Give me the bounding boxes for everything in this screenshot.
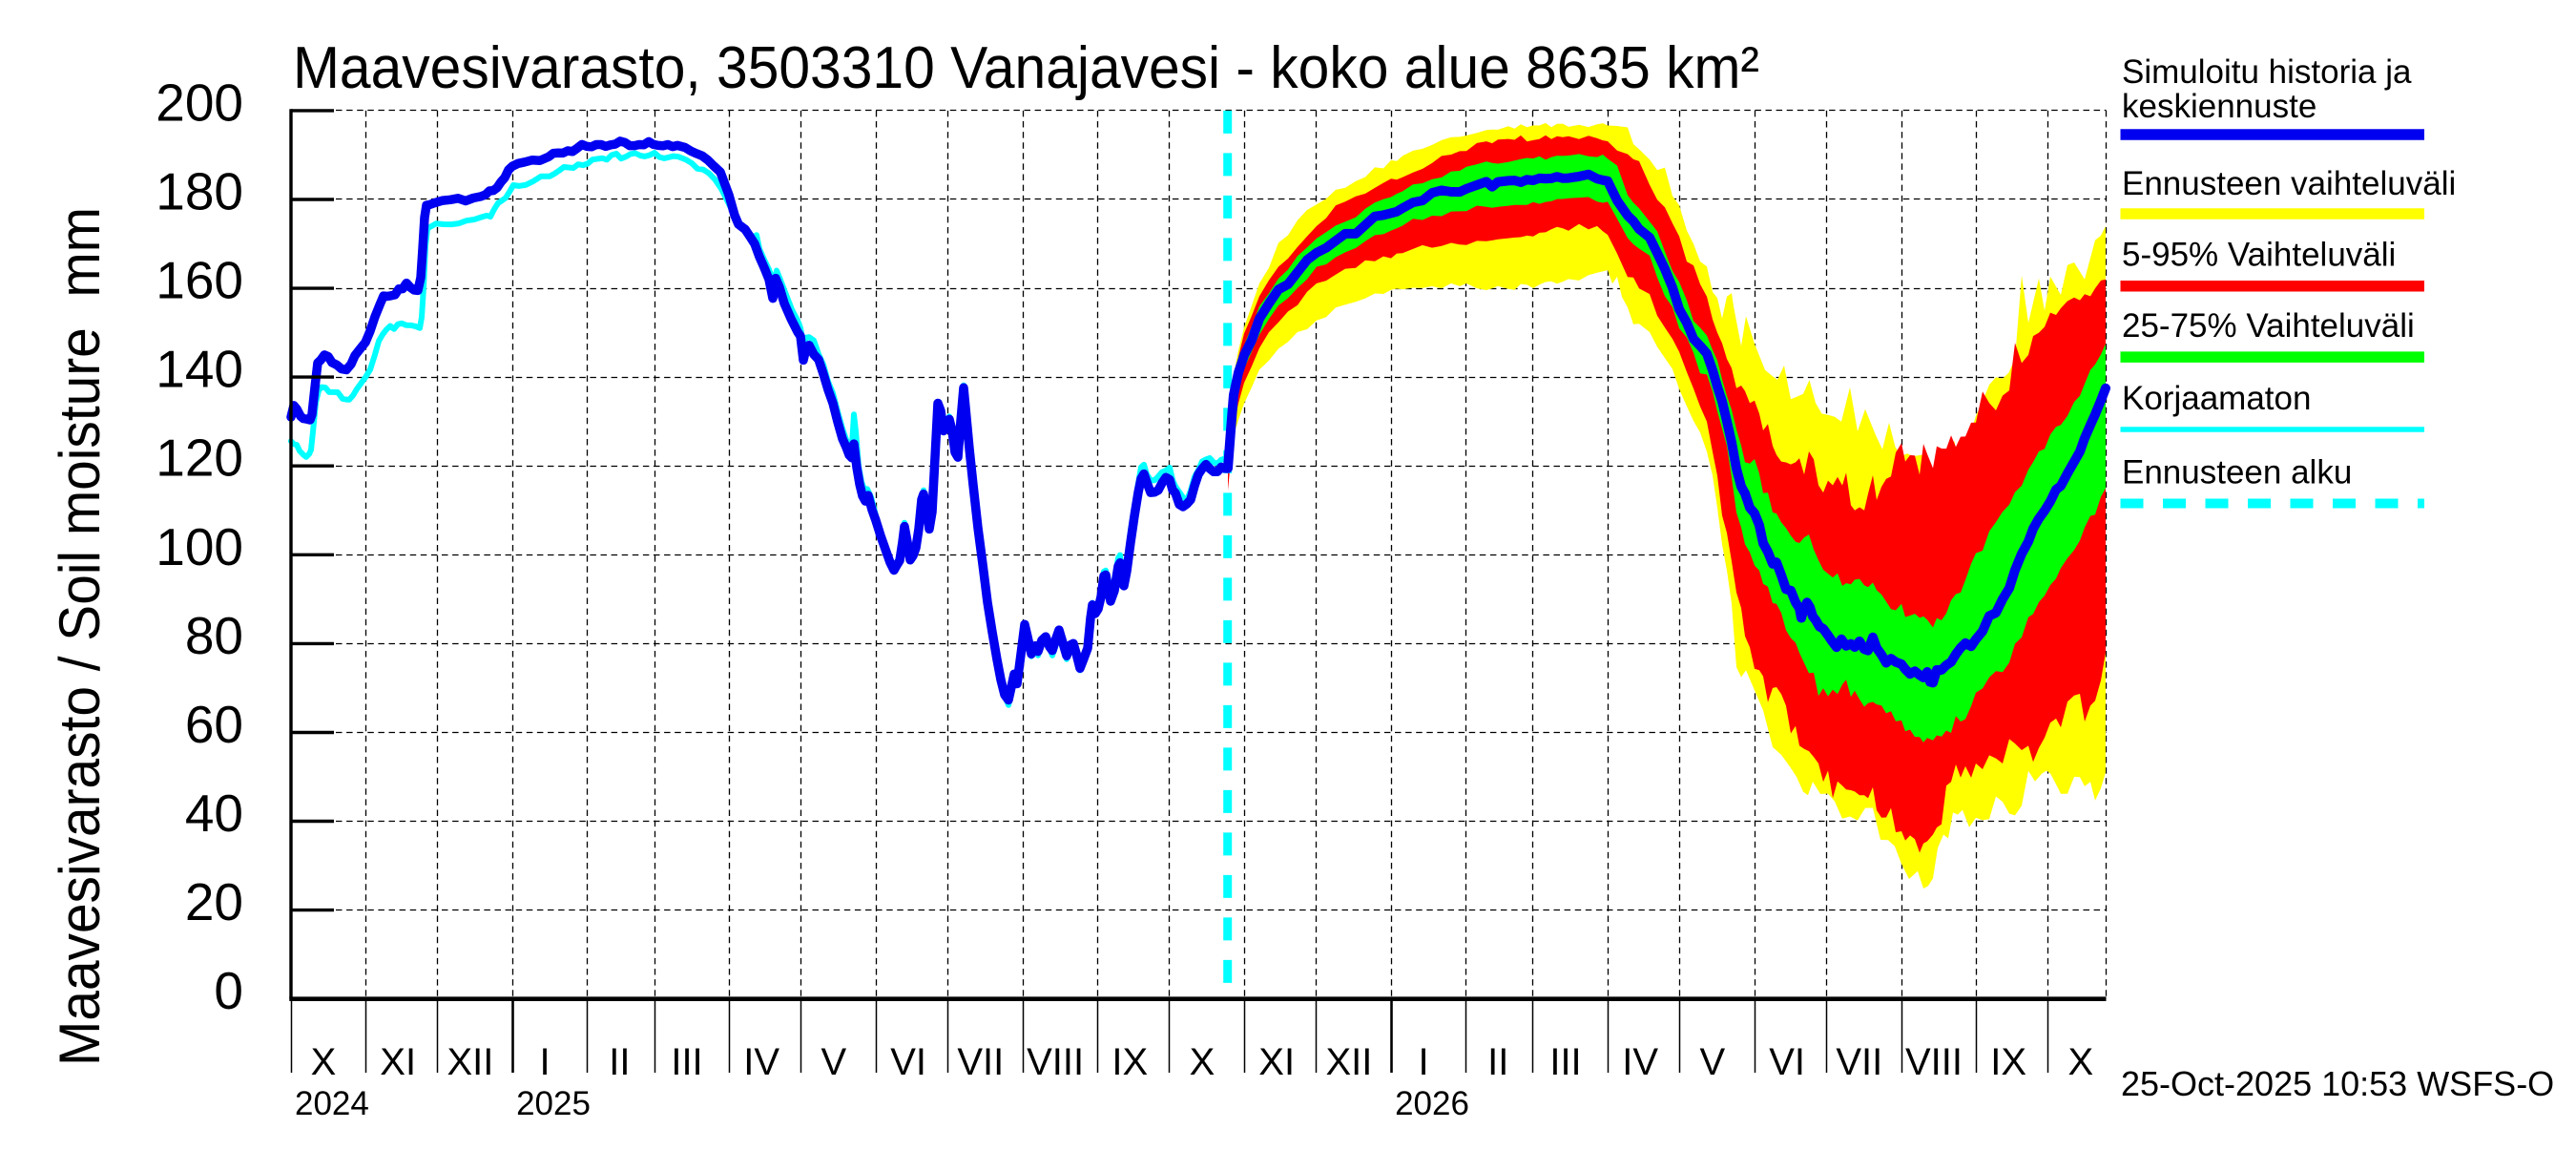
svg-text:VIII: VIII (1905, 1041, 1963, 1083)
svg-text:120: 120 (156, 429, 243, 488)
svg-text:2026: 2026 (1395, 1085, 1469, 1122)
svg-text:80: 80 (185, 606, 243, 665)
svg-text:V: V (1700, 1041, 1726, 1083)
svg-text:V: V (821, 1041, 847, 1083)
svg-text:IV: IV (1622, 1041, 1658, 1083)
svg-text:III: III (1549, 1041, 1581, 1083)
svg-text:XI: XI (1258, 1041, 1295, 1083)
svg-text:Maavesivarasto / Soil moisture: Maavesivarasto / Soil moisture mm (48, 207, 112, 1066)
svg-text:XII: XII (1325, 1041, 1372, 1083)
svg-text:I: I (540, 1041, 551, 1083)
svg-text:Simuloitu historia ja: Simuloitu historia ja (2122, 53, 2412, 91)
svg-text:X: X (1190, 1041, 1215, 1083)
svg-text:XI: XI (380, 1041, 416, 1083)
svg-text:III: III (671, 1041, 702, 1083)
svg-text:X: X (2068, 1041, 2094, 1083)
svg-text:180: 180 (156, 162, 243, 221)
svg-text:Maavesivarasto, 3503310 Vanaja: Maavesivarasto, 3503310 Vanajavesi - kok… (293, 35, 1759, 101)
svg-text:VI: VI (890, 1041, 926, 1083)
svg-text:IX: IX (1111, 1041, 1148, 1083)
svg-text:160: 160 (156, 251, 243, 310)
svg-text:25-Oct-2025 10:53 WSFS-O: 25-Oct-2025 10:53 WSFS-O (2121, 1064, 2554, 1103)
svg-text:XII: XII (447, 1041, 493, 1083)
svg-text:40: 40 (185, 784, 243, 843)
svg-text:I: I (1419, 1041, 1429, 1083)
svg-text:5-95% Vaihteluväli: 5-95% Vaihteluväli (2122, 236, 2396, 273)
svg-text:X: X (311, 1041, 337, 1083)
svg-text:VII: VII (957, 1041, 1004, 1083)
svg-text:Ennusteen alku: Ennusteen alku (2122, 454, 2352, 491)
svg-text:VII: VII (1836, 1041, 1882, 1083)
svg-text:II: II (609, 1041, 630, 1083)
svg-text:0: 0 (214, 961, 243, 1020)
svg-text:140: 140 (156, 340, 243, 399)
svg-text:II: II (1487, 1041, 1508, 1083)
svg-text:20: 20 (185, 872, 243, 931)
svg-text:Korjaamaton: Korjaamaton (2122, 380, 2311, 417)
svg-text:25-75% Vaihteluväli: 25-75% Vaihteluväli (2122, 307, 2415, 345)
svg-text:VI: VI (1769, 1041, 1805, 1083)
svg-text:200: 200 (156, 73, 243, 132)
svg-text:100: 100 (156, 517, 243, 576)
svg-text:2024: 2024 (295, 1085, 369, 1122)
svg-text:2025: 2025 (516, 1085, 591, 1122)
svg-text:VIII: VIII (1027, 1041, 1084, 1083)
svg-text:IX: IX (1990, 1041, 2026, 1083)
svg-text:Ennusteen vaihteluväli: Ennusteen vaihteluväli (2122, 165, 2456, 202)
svg-text:keskiennuste: keskiennuste (2122, 88, 2316, 125)
svg-text:IV: IV (743, 1041, 779, 1083)
svg-text:60: 60 (185, 695, 243, 754)
